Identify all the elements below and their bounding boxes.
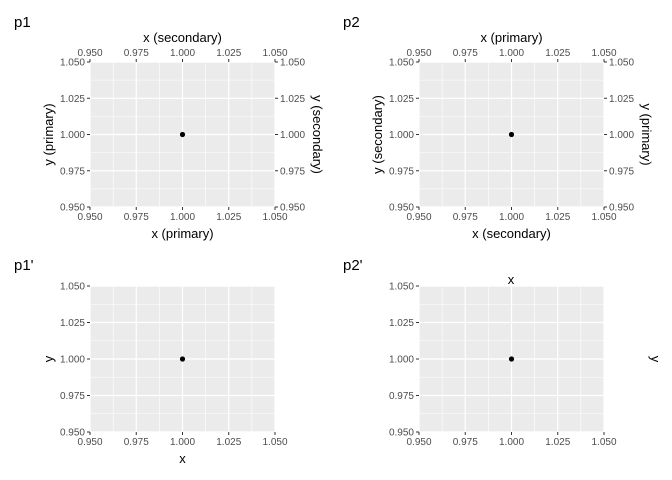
x-tick-label: 1.025 <box>216 212 241 223</box>
panel-tag: p2 <box>343 14 360 31</box>
x-axis-title: x (primary) <box>151 226 213 241</box>
x-top-tick-label: 0.950 <box>406 48 431 59</box>
y-axis-title: y <box>41 355 56 362</box>
y-tick-label: 1.050 <box>389 58 414 69</box>
x-tick-label: 1.000 <box>170 212 195 223</box>
y-axis-title: y (primary) <box>41 103 56 165</box>
y-tick-label: 1.025 <box>60 318 85 329</box>
y-tick-label: 0.950 <box>389 428 414 439</box>
panel-3: p1' 0.950 0.975 1.000 1.025 1.050 0.950 0.975 1.… <box>14 257 288 466</box>
x-tick-label: 0.975 <box>124 212 149 223</box>
x-top-axis-title: x <box>508 272 515 287</box>
x-tick-label: 1.050 <box>262 437 287 448</box>
y-right-tick-label: 1.000 <box>609 130 634 141</box>
y-right-tick-label: 1.000 <box>280 130 305 141</box>
x-tick-label: 1.025 <box>545 437 570 448</box>
x-top-axis-title: x (secondary) <box>143 30 222 45</box>
x-tick-label: 0.975 <box>453 212 478 223</box>
x-tick-label: 1.050 <box>591 437 616 448</box>
x-tick-label: 0.975 <box>453 437 478 448</box>
y-tick-label: 1.000 <box>389 355 414 366</box>
x-tick-label: 0.950 <box>406 437 431 448</box>
y-tick-label: 0.975 <box>389 391 414 402</box>
x-tick-label: 0.975 <box>124 437 149 448</box>
x-tick-label: 1.000 <box>499 212 524 223</box>
panel-4: p2' 0.950 0.975 1.000 1.025 1.050 0.950 0.975 1.… <box>343 257 663 448</box>
y-tick-label: 0.975 <box>60 166 85 177</box>
y-right-axis-title: y <box>648 356 663 363</box>
y-tick-label: 1.025 <box>60 94 85 105</box>
y-axis-title: y (secondary) <box>370 95 385 174</box>
x-top-tick-label: 1.000 <box>170 48 195 59</box>
y-tick-label: 1.000 <box>60 130 85 141</box>
y-right-axis-title: y (primary) <box>639 103 654 165</box>
x-axis-title: x (secondary) <box>472 226 551 241</box>
y-right-tick-label: 1.050 <box>280 58 305 69</box>
y-right-axis-title: y (secondary) <box>310 95 325 174</box>
panel-tag: p2' <box>343 257 363 274</box>
data-point <box>179 131 186 138</box>
x-top-tick-label: 1.050 <box>591 48 616 59</box>
y-tick-label: 1.000 <box>60 355 85 366</box>
data-point <box>508 131 515 138</box>
x-top-tick-label: 1.050 <box>262 48 287 59</box>
x-tick-label: 1.025 <box>545 212 570 223</box>
x-tick-label: 1.000 <box>170 437 195 448</box>
y-right-tick-label: 1.050 <box>609 58 634 69</box>
panel-tag: p1' <box>14 257 34 274</box>
y-right-tick-label: 0.950 <box>280 203 305 214</box>
y-right-tick-label: 0.950 <box>609 203 634 214</box>
x-tick-label: 1.050 <box>262 212 287 223</box>
y-tick-label: 1.025 <box>389 318 414 329</box>
x-tick-label: 1.000 <box>499 437 524 448</box>
y-tick-label: 1.000 <box>389 130 414 141</box>
x-top-tick-label: 1.025 <box>545 48 570 59</box>
x-top-tick-label: 0.950 <box>77 48 102 59</box>
y-tick-label: 1.050 <box>60 282 85 293</box>
y-tick-label: 0.950 <box>60 428 85 439</box>
panel-tag: p1 <box>14 14 31 31</box>
x-tick-label: 1.050 <box>591 212 616 223</box>
x-top-tick-label: 0.975 <box>453 48 478 59</box>
y-tick-label: 1.025 <box>389 94 414 105</box>
data-point <box>179 356 186 362</box>
y-right-tick-label: 0.975 <box>609 166 634 177</box>
x-tick-label: 1.025 <box>216 437 241 448</box>
x-top-tick-label: 1.000 <box>499 48 524 59</box>
x-tick-label: 0.950 <box>77 212 102 223</box>
data-point <box>508 356 515 362</box>
y-tick-label: 1.050 <box>389 282 414 293</box>
y-right-tick-label: 1.025 <box>280 94 305 105</box>
y-tick-label: 0.950 <box>60 203 85 214</box>
y-right-tick-label: 1.025 <box>609 94 634 105</box>
y-tick-label: 0.975 <box>389 166 414 177</box>
y-tick-label: 0.975 <box>60 391 85 402</box>
x-top-tick-label: 1.025 <box>216 48 241 59</box>
x-tick-label: 0.950 <box>77 437 102 448</box>
y-tick-label: 1.050 <box>60 58 85 69</box>
y-right-tick-label: 0.975 <box>280 166 305 177</box>
x-axis-title: x <box>179 451 186 466</box>
x-top-tick-label: 0.975 <box>124 48 149 59</box>
y-tick-label: 0.950 <box>389 203 414 214</box>
x-top-axis-title: x (primary) <box>480 30 542 45</box>
x-tick-label: 0.950 <box>406 212 431 223</box>
